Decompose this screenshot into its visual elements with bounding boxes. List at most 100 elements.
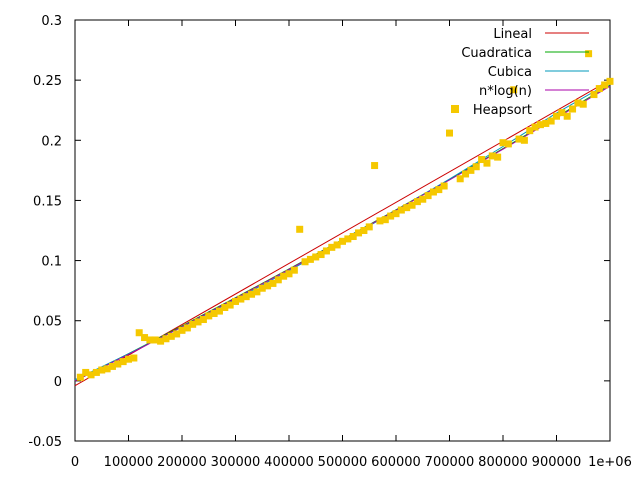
heapsort-point [553,112,560,120]
heapsort-point [467,166,475,174]
heapsort-point [189,320,197,328]
heapsort-point [595,85,603,93]
heapsort-point [590,91,598,99]
heapsort-point [526,127,534,135]
heapsort-point [194,318,202,326]
heapsort-point [408,201,416,209]
heapsort-point [547,117,555,125]
heapsort-point [290,266,298,274]
heapsort-point [365,223,373,231]
legend-label: Cuadratica [461,46,532,61]
y-tick-label: 0.2 [41,134,62,149]
heapsort-point [446,129,453,137]
heapsort-point [563,112,571,120]
heapsort-point [606,77,614,85]
heapsort-point [167,332,175,340]
heapsort-point [301,258,309,266]
heapsort-point [242,293,250,301]
legend-label: Lineal [493,27,532,42]
x-tick-label: 300000 [211,455,261,470]
heapsort-point [258,284,266,292]
heapsort-point [173,330,181,338]
legend: Lineal Cuadratica Cubica n*log(n) Heapsort [451,27,589,118]
heapsort-point [141,334,149,342]
y-tick-label: 0 [54,375,62,390]
heapsort-point [135,329,143,337]
heapsort-point [531,123,539,131]
heapsort-point [574,99,582,107]
legend-label: Heapsort [473,103,532,118]
heapsort-point [183,324,191,332]
legend-label: n*log(n) [479,84,532,99]
heapsort-point [76,373,84,381]
heapsort-point [520,136,528,144]
heapsort-point [478,156,486,164]
heapsort-point [494,153,502,161]
x-tick-label: 400000 [264,455,314,470]
heapsort-point [215,307,223,315]
x-tick-label: 200000 [157,455,207,470]
heapsort-point [157,337,165,345]
heapsort-point [413,198,421,206]
heapsort-point [328,243,336,251]
x-tick-label: 700000 [425,455,475,470]
heapsort-point [232,297,239,305]
heapsort-point [499,139,507,147]
heapsort-point [210,309,218,317]
heapsort-point [162,335,170,343]
axis-ticks: 0 100000 200000 300000 400000 500000 600000 700… [28,14,632,470]
heapsort-point [103,365,111,373]
heapsort-point [355,229,363,237]
x-tick-label: 100000 [104,455,154,470]
x-tick-label: 0 [71,455,79,470]
heapsort-point [237,295,245,303]
heapsort-point [424,192,432,200]
heapsort-point [387,212,395,220]
heapsort-point [472,163,480,171]
heapsort-point [376,217,384,225]
heapsort-point [419,195,427,203]
heapsort-points [76,50,614,381]
cubica-line [74,82,611,381]
heapsort-point [125,355,132,363]
heapsort-point [98,366,106,374]
heapsort-point [317,251,325,259]
heapsort-point [579,100,587,108]
heapsort-point [360,227,368,234]
heapsort-point [274,276,282,284]
x-tick-label: 500000 [318,455,368,470]
heapsort-point [483,159,491,167]
heapsort-point [558,109,566,117]
heapsort-point [226,301,234,309]
heapsort-point [585,50,593,58]
heapsort-point [82,368,90,376]
heapsort-point [114,360,122,368]
heapsort-point [269,279,277,287]
heapsort-point [248,290,256,298]
heapsort-point [322,247,330,255]
y-tick-label: 0.25 [33,74,62,89]
heapsort-point [510,86,518,94]
y-tick-label: -0.05 [28,435,62,450]
heapsort-point [392,210,400,218]
heapsort-point [435,186,443,194]
heapsort-point [542,119,550,127]
heapsort-point [87,371,95,379]
heapsort-point [569,105,577,113]
heapsort-point [601,81,609,89]
heapsort-point [264,282,272,290]
y-tick-label: 0.1 [41,255,62,270]
heapsort-point [221,303,229,311]
heapsort-point [280,272,288,280]
heapsort-point [312,253,320,261]
heapsort-point [92,368,100,376]
heapsort-point [456,175,464,183]
heapsort-point [178,326,186,334]
heapsort-point [285,270,293,278]
heapsort-point [130,354,138,362]
heapsort-point [504,140,512,148]
heapsort-point [199,316,207,324]
heapsort-point [119,358,127,366]
heapsort-point [146,336,154,344]
